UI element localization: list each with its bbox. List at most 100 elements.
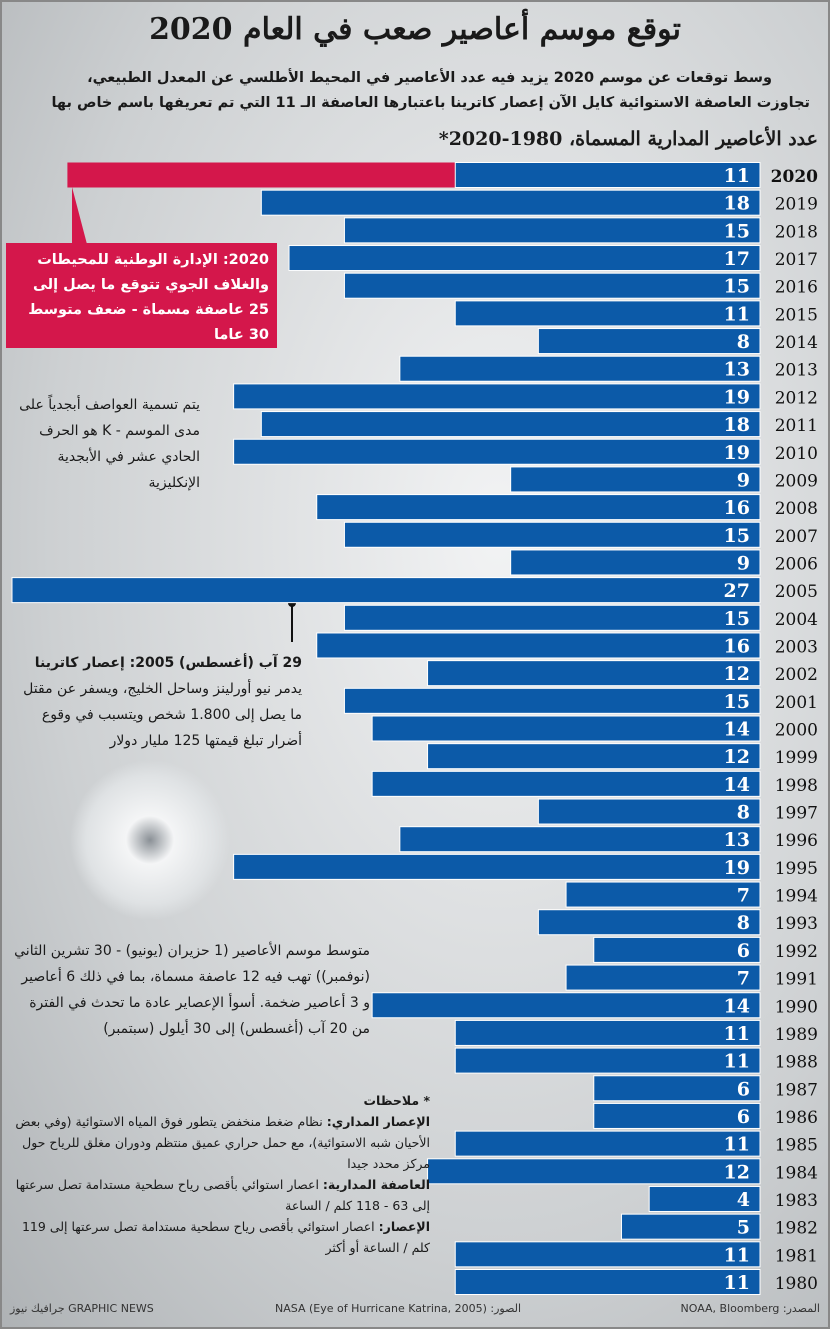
bar xyxy=(233,853,761,880)
value-label: 11 xyxy=(724,303,750,325)
value-label: 19 xyxy=(724,857,750,879)
bar xyxy=(371,992,761,1019)
y-tick-label: 2000 xyxy=(775,721,818,741)
value-label: 17 xyxy=(724,248,750,270)
bar xyxy=(454,1019,761,1046)
bar xyxy=(343,217,761,244)
y-tick-label: 2017 xyxy=(775,250,818,270)
forecast-callout: 2020: الإدارة الوطنية للمحيطات والغلاف ا… xyxy=(6,243,277,348)
value-label: 9 xyxy=(737,469,750,491)
y-tick-label: 1985 xyxy=(775,1136,818,1156)
bar xyxy=(454,1047,761,1074)
bar xyxy=(427,1158,761,1185)
value-label: 13 xyxy=(724,829,750,851)
value-label: 11 xyxy=(724,165,750,187)
value-label: 19 xyxy=(724,386,750,408)
y-tick-label: 1981 xyxy=(775,1246,818,1266)
y-tick-label: 1992 xyxy=(775,942,818,962)
value-label: 16 xyxy=(724,497,750,519)
bar xyxy=(260,189,761,216)
chart-title: عدد الأعاصير المدارية المسماة، 1980-2020… xyxy=(438,128,818,150)
value-label: 7 xyxy=(737,885,750,907)
note-text: اعصار استوائي بأقصى رياح سطحية مستدامة ت… xyxy=(21,1219,430,1255)
note: الإعصار: اعصار استوائي بأقصى رياح سطحية … xyxy=(8,1216,430,1258)
y-tick-label: 1986 xyxy=(775,1108,818,1128)
y-tick-label: 2012 xyxy=(775,388,818,408)
average-note: متوسط موسم الأعاصير (1 حزيران (يونيو) - … xyxy=(14,943,370,1037)
katrina-heading: 29 آب (أغسطس) 2005: إعصار كاترينا xyxy=(34,655,302,671)
bar xyxy=(565,881,761,908)
y-tick-label: 2002 xyxy=(775,665,818,685)
value-label: 15 xyxy=(724,276,750,298)
bar xyxy=(454,1241,761,1268)
value-label: 5 xyxy=(737,1217,750,1239)
brand: GRAPHIC NEWS جرافيك نيوز xyxy=(10,1302,154,1315)
source: المصدر: NOAA, Bloomberg xyxy=(680,1302,821,1315)
y-tick-label: 2015 xyxy=(775,305,818,325)
bar xyxy=(343,272,761,299)
bar xyxy=(399,826,761,853)
bar xyxy=(454,1269,761,1295)
y-tick-label: 1999 xyxy=(775,748,818,768)
subtitle: وسط توقعات عن موسم 2020 يزيد فيه عدد الأ… xyxy=(87,70,772,86)
katrina-note: 29 آب (أغسطس) 2005: إعصار كاترينا يدمر ن… xyxy=(10,650,302,754)
y-tick-label: 2011 xyxy=(775,416,818,436)
value-label: 12 xyxy=(724,1161,750,1183)
y-tick-label: 2018 xyxy=(775,222,818,242)
y-tick-label: 1993 xyxy=(775,914,818,934)
value-label: 11 xyxy=(724,1244,750,1266)
y-tick-label: 2010 xyxy=(775,444,818,464)
bar xyxy=(537,328,761,355)
value-label: 14 xyxy=(724,719,750,741)
y-tick-label: 1991 xyxy=(775,970,818,990)
y-tick-label: 2003 xyxy=(775,637,818,657)
value-label: 15 xyxy=(724,525,750,547)
value-label: 15 xyxy=(724,220,750,242)
value-label: 11 xyxy=(724,1272,750,1294)
bar xyxy=(593,1102,761,1129)
note-text: اعصار استوائي بأقصى رياح سطحية مستدامة ت… xyxy=(15,1177,430,1213)
value-label: 8 xyxy=(737,912,750,934)
bar xyxy=(454,300,761,327)
y-tick-label: 2006 xyxy=(775,554,818,574)
note-term: العاصفة المدارية: xyxy=(322,1177,430,1192)
y-tick-label: 2019 xyxy=(775,195,818,215)
y-tick-label: 1997 xyxy=(775,804,818,824)
bar xyxy=(371,770,761,797)
bar xyxy=(427,660,761,687)
bar xyxy=(620,1213,761,1240)
bar xyxy=(316,632,761,659)
bar xyxy=(593,1075,761,1102)
value-label: 6 xyxy=(737,1078,750,1100)
title: توقع موسم أعاصير صعب في العام 2020 xyxy=(149,12,681,47)
bar xyxy=(288,245,761,272)
bar xyxy=(427,743,761,770)
y-tick-label: 1990 xyxy=(775,997,818,1017)
value-label: 6 xyxy=(737,940,750,962)
value-label: 8 xyxy=(737,802,750,824)
value-label: 8 xyxy=(737,331,750,353)
value-label: 18 xyxy=(724,414,750,436)
y-tick-label: 1988 xyxy=(775,1053,818,1073)
y-tick-label: 2007 xyxy=(775,527,818,547)
value-label: 27 xyxy=(724,580,750,602)
note: العاصفة المدارية: اعصار استوائي بأقصى ري… xyxy=(8,1174,430,1216)
hurricane-eye-photo xyxy=(70,760,230,920)
bar xyxy=(316,494,761,521)
value-label: 14 xyxy=(724,995,750,1017)
value-label: 12 xyxy=(724,746,750,768)
bar xyxy=(343,604,761,631)
value-label: 11 xyxy=(724,1134,750,1156)
y-tick-label: 1989 xyxy=(775,1025,818,1045)
value-label: 15 xyxy=(724,608,750,630)
y-tick-label: 2008 xyxy=(775,499,818,519)
bar xyxy=(648,1185,761,1212)
y-tick-label: 2001 xyxy=(775,693,818,713)
y-tick-label: 1983 xyxy=(775,1191,818,1211)
value-label: 11 xyxy=(724,1051,750,1073)
photo-credit: الصور: NASA (Eye of Hurricane Katrina, 2… xyxy=(275,1302,522,1315)
y-tick-label: 1998 xyxy=(775,776,818,796)
